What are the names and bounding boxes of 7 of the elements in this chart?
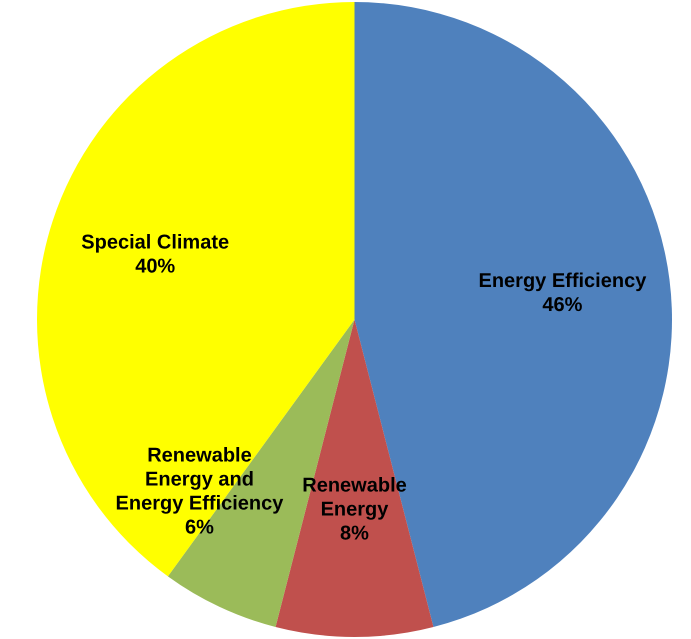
slice-label: Energy Efficiency	[478, 270, 648, 292]
slice-label: Renewable Energy and Energy Efficiency	[116, 444, 284, 514]
data-label: 8%	[340, 522, 370, 545]
data-label: 6%	[185, 516, 214, 538]
slice-label: Special Climate	[81, 231, 230, 254]
data-label: 40%	[135, 255, 176, 278]
data-label: 46%	[542, 294, 583, 316]
